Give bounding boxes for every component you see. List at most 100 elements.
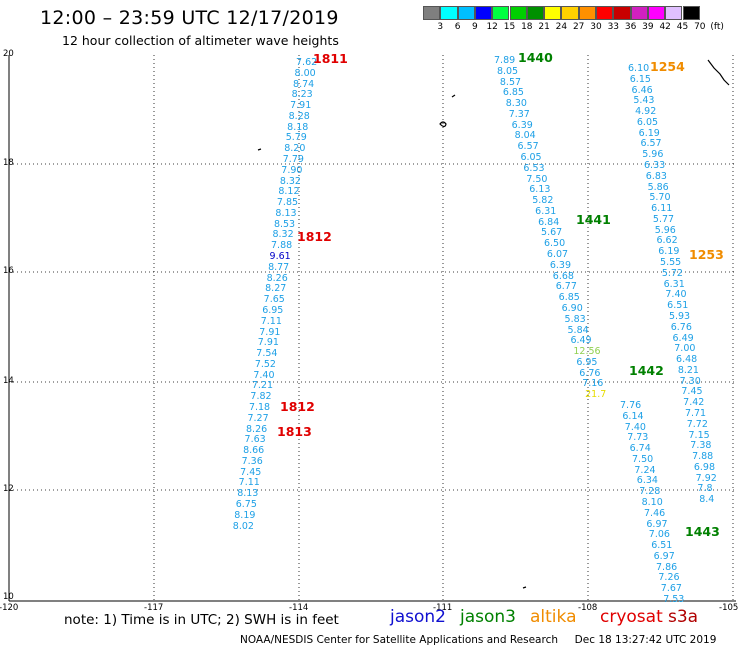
wave-height-value: 5.83 bbox=[564, 313, 586, 325]
wave-height-value: 7.11 bbox=[260, 315, 282, 327]
wave-height-value: 8.4 bbox=[699, 494, 715, 506]
y-axis-label: 12 bbox=[3, 484, 14, 494]
y-axis-label: 10 bbox=[3, 592, 14, 602]
wave-height-value: 6.19 bbox=[658, 246, 680, 258]
y-axis-label: 14 bbox=[3, 376, 14, 386]
wave-height-value: 6.48 bbox=[676, 354, 698, 366]
pass-label: 1441 bbox=[576, 212, 611, 227]
legend-label: 12 bbox=[486, 22, 498, 32]
wave-height-value: 6.31 bbox=[663, 278, 685, 290]
wave-height-value: 9.61 bbox=[269, 251, 291, 263]
wave-height-value: 8.00 bbox=[294, 67, 316, 79]
wave-height-value: 8.53 bbox=[273, 218, 296, 230]
wave-height-value: 7.15 bbox=[688, 429, 710, 441]
x-axis-label: -120 bbox=[0, 603, 19, 613]
footer-note: note: 1) Time is in UTC; 2) SWH is in fe… bbox=[64, 612, 339, 628]
island-shape bbox=[257, 148, 262, 151]
wave-height-value: 6.46 bbox=[631, 84, 653, 96]
wave-height-value: 7.18 bbox=[248, 401, 271, 413]
legend-label: 9 bbox=[472, 22, 478, 32]
pass-label: 1811 bbox=[313, 51, 348, 66]
wave-height-value: 8.57 bbox=[499, 76, 522, 88]
wave-height-value: 7.42 bbox=[683, 397, 705, 409]
x-axis-label: -105 bbox=[719, 603, 739, 613]
wave-height-value: 6.97 bbox=[653, 550, 675, 562]
wave-height-value: 7.88 bbox=[271, 240, 293, 252]
wave-height-value: 8.32 bbox=[272, 229, 294, 241]
wave-height-value: 7.82 bbox=[250, 391, 272, 403]
legend-swatch bbox=[457, 6, 475, 20]
wave-height-value: 7.27 bbox=[247, 412, 269, 424]
wave-height-value: 6.07 bbox=[546, 249, 569, 261]
wave-height-value: 6.75 bbox=[235, 498, 257, 510]
wave-height-value: 7.71 bbox=[684, 407, 707, 419]
wave-height-value: 6.62 bbox=[656, 235, 678, 247]
legend-label: 21 bbox=[538, 22, 550, 32]
legend-swatch bbox=[474, 6, 493, 20]
wave-height-value: 5.70 bbox=[649, 192, 671, 204]
legend-label: 30 bbox=[590, 22, 602, 32]
wave-height-value: 6.76 bbox=[670, 321, 692, 333]
wave-height-value: 6.53 bbox=[523, 162, 545, 174]
legend-label: 15 bbox=[503, 22, 516, 32]
wave-height-value: 7.91 bbox=[257, 337, 279, 349]
wave-height-value: 7.40 bbox=[624, 421, 646, 433]
wave-height-value: 6.90 bbox=[561, 302, 583, 314]
legend-swatch bbox=[613, 6, 631, 20]
wave-height-value: 6.34 bbox=[636, 475, 658, 487]
wave-height-value: 5.77 bbox=[652, 213, 675, 225]
wave-height-value: 8.13 bbox=[275, 207, 297, 219]
wave-height-value: 7.86 bbox=[656, 561, 678, 573]
wave-height-value: 8.66 bbox=[243, 445, 265, 457]
wave-height-value: 7.50 bbox=[526, 173, 548, 185]
wave-height-value: 7.90 bbox=[281, 164, 303, 176]
legend-label: 24 bbox=[555, 22, 568, 32]
wave-height-value: 8.12 bbox=[278, 186, 300, 198]
wave-height-value: 6.95 bbox=[576, 356, 598, 368]
x-axis-label: -111 bbox=[433, 603, 453, 613]
wave-height-value: 6.84 bbox=[538, 216, 560, 228]
legend-label: 33 bbox=[607, 22, 620, 32]
pass-label: 1813 bbox=[277, 424, 312, 439]
wave-height-value: 7.8 bbox=[697, 483, 713, 495]
wave-height-value: 6.51 bbox=[651, 540, 673, 552]
wave-height-value: 7.73 bbox=[627, 432, 649, 444]
wave-height-value: 5.67 bbox=[541, 227, 563, 239]
wave-height-value: 5.82 bbox=[532, 195, 554, 207]
wave-height-value: 7.06 bbox=[648, 529, 670, 541]
wave-height-value: 6.05 bbox=[636, 116, 659, 128]
legend-swatch bbox=[578, 6, 596, 20]
legend-label: 36 bbox=[624, 22, 637, 32]
wave-height-value: 6.19 bbox=[638, 127, 660, 139]
wave-height-value: 6.85 bbox=[502, 87, 524, 99]
wave-height-value: 5.86 bbox=[647, 181, 669, 193]
wave-height-value: 6.49 bbox=[672, 332, 694, 344]
legend-label: (ft) bbox=[710, 22, 724, 32]
wave-height-value: 12.56 bbox=[573, 346, 601, 358]
wave-height-value: 21.7 bbox=[585, 389, 607, 401]
wave-height-value: 8.30 bbox=[505, 98, 527, 110]
wave-height-value: 7.38 bbox=[690, 440, 712, 452]
y-axis-label: 20 bbox=[3, 49, 14, 59]
satellite-jason3: jason3 bbox=[460, 607, 516, 627]
wave-height-value: 6.05 bbox=[520, 152, 542, 164]
wave-height-value: 8.18 bbox=[287, 121, 309, 133]
wave-height-value: 8.02 bbox=[232, 520, 254, 532]
wave-height-value: 7.79 bbox=[282, 154, 304, 166]
wave-height-value: 8.05 bbox=[496, 65, 519, 77]
wave-height-value: 5.72 bbox=[661, 267, 683, 279]
wave-height-value: 5.96 bbox=[642, 149, 664, 161]
legend-swatch bbox=[544, 6, 562, 20]
legend-label: 6 bbox=[454, 22, 461, 32]
wave-height-value: 6.85 bbox=[558, 292, 580, 304]
wave-height-value: 7.24 bbox=[634, 464, 656, 476]
wave-height-value: 7.85 bbox=[276, 197, 299, 209]
wave-height-value: 7.72 bbox=[686, 418, 708, 430]
wave-height-value: 8.20 bbox=[284, 143, 306, 155]
wave-height-value: 6.57 bbox=[517, 141, 539, 153]
wave-height-value: 7.40 bbox=[253, 369, 275, 381]
pass-label: 1254 bbox=[650, 59, 685, 74]
wave-height-value: 7.67 bbox=[660, 583, 682, 595]
wave-height-value: 5.43 bbox=[633, 95, 655, 107]
legend-swatch bbox=[509, 6, 527, 20]
